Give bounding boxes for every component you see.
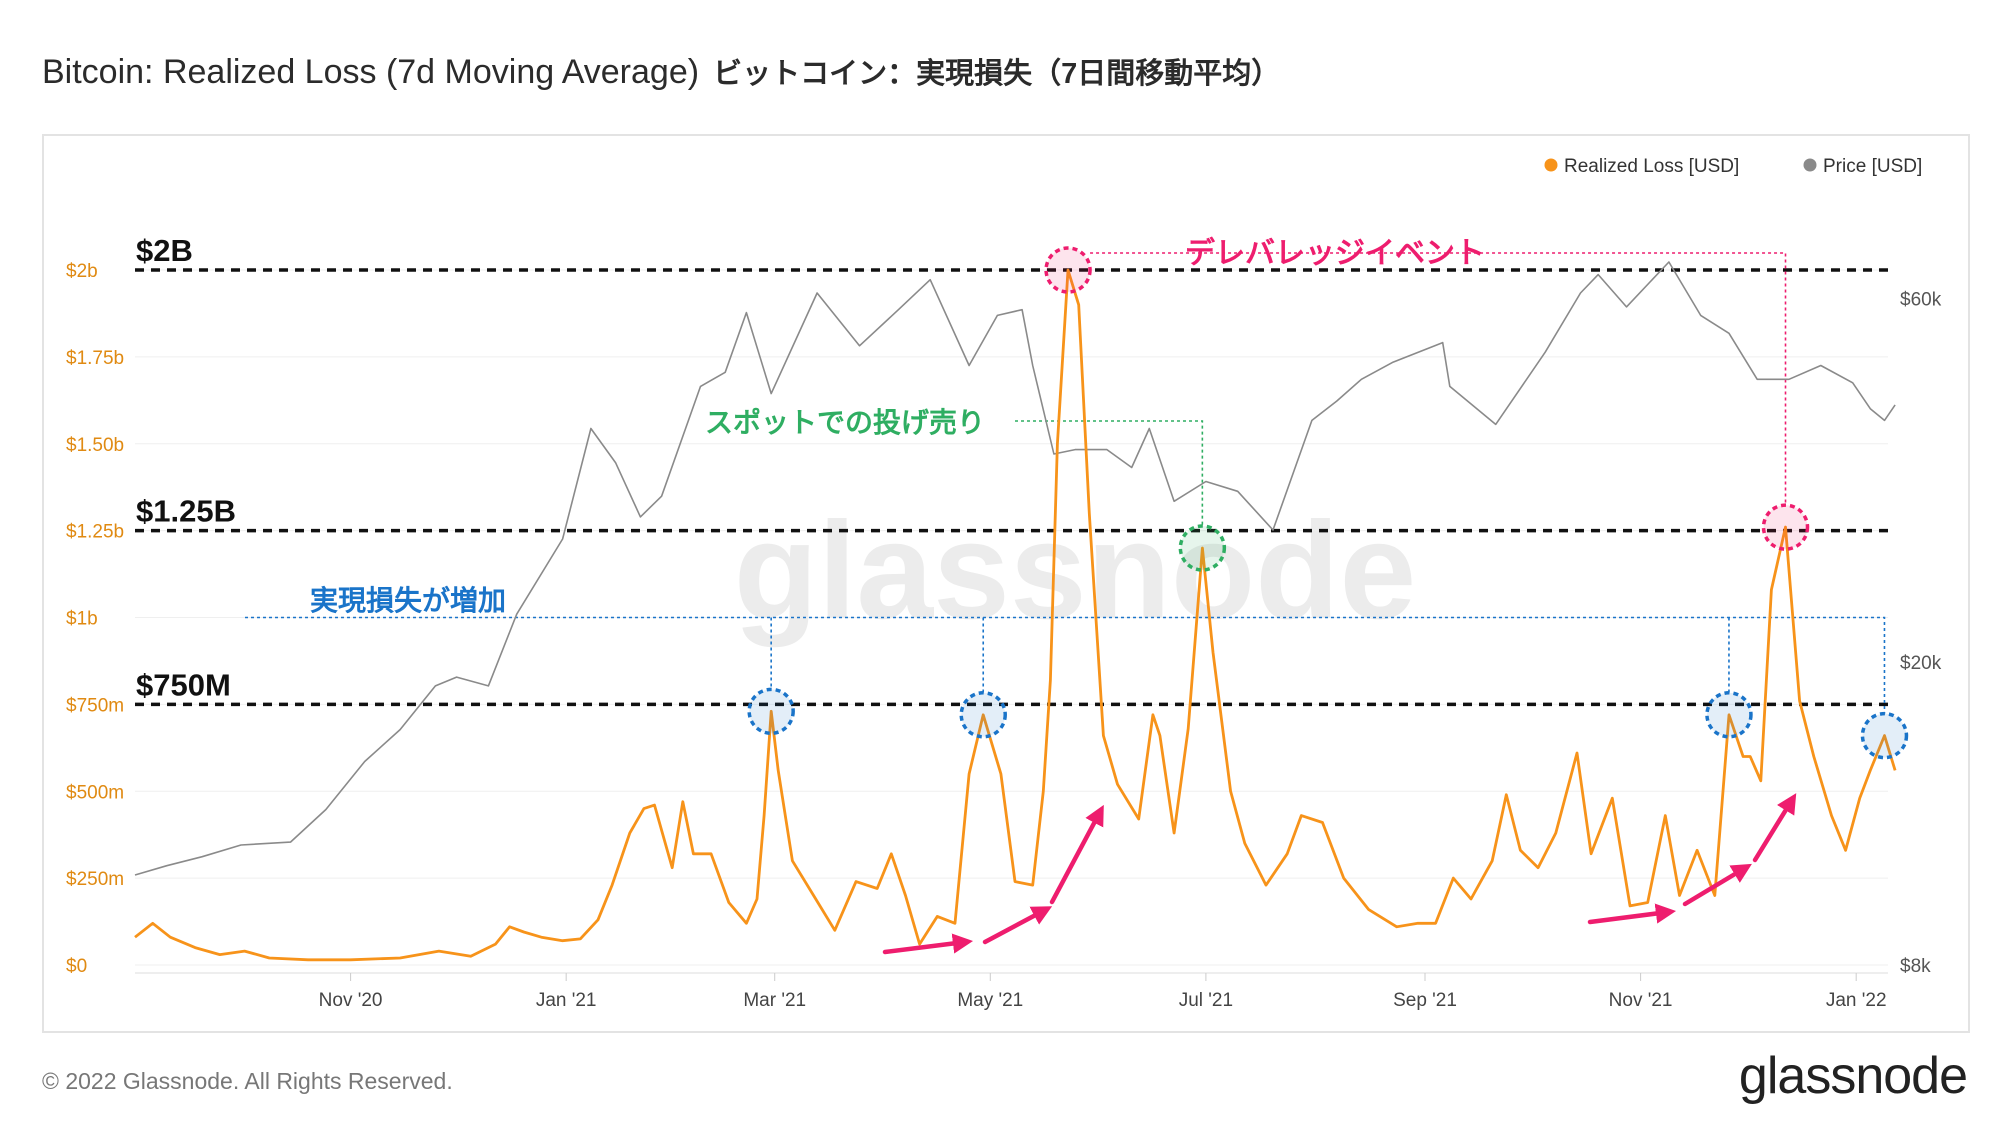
x-tick-label: Mar '21 xyxy=(743,990,806,1011)
highlight-circle xyxy=(1044,246,1092,294)
y-left-tick-label: $1.25b xyxy=(66,522,124,543)
y-axis-left: $0 $250m $500m $750m $1b $1.25b $1.50b $1.75b $2… xyxy=(66,261,124,977)
highlight-circle xyxy=(959,691,1007,739)
note-increase: 実現損失が増加 xyxy=(310,584,506,617)
highlight-circle xyxy=(1761,503,1810,551)
y-left-tick-label: $500m xyxy=(66,782,124,803)
realized-loss-series-line xyxy=(134,268,1897,962)
annotation-connectors xyxy=(245,252,1886,714)
level-label: $2B xyxy=(136,233,193,268)
highlight-circle xyxy=(1178,524,1227,572)
legend-swatch-price xyxy=(1803,158,1817,172)
x-tick-label: Sep '21 xyxy=(1393,990,1457,1011)
x-tick-label: Nov '21 xyxy=(1609,990,1673,1011)
y-left-tick-label: $1.50b xyxy=(66,435,124,456)
y-left-tick-label: $250m xyxy=(66,869,124,890)
level-label: $1.25B xyxy=(136,494,236,529)
legend-swatch-loss xyxy=(1544,158,1558,172)
y-left-tick-label: $2b xyxy=(66,261,98,282)
y-right-tick-label: $60k xyxy=(1900,289,1942,310)
connector-spot xyxy=(1015,420,1204,526)
y-left-tick-label: $1b xyxy=(66,609,98,630)
x-axis: Nov '20 Jan '21 Mar '21 May '21 Jul '21 Sep '… xyxy=(319,973,1887,1011)
brand-logo: glassnode xyxy=(1738,1047,1968,1105)
trend-arrow xyxy=(982,906,1053,945)
y-axis-right: $8k $20k $60k xyxy=(1900,289,1942,977)
x-tick-label: Nov '20 xyxy=(319,990,383,1011)
title-jp: ビットコイン：実現損失（7日間移動平均） xyxy=(713,58,1281,90)
legend-label-price[interactable]: Price [USD] xyxy=(1823,156,1922,177)
note-spot: スポットでの投げ売り xyxy=(705,406,985,439)
copyright: © 2022 Glassnode. All Rights Reserved. xyxy=(42,1068,453,1094)
y-right-tick-label: $20k xyxy=(1900,653,1942,674)
y-left-tick-label: $750m xyxy=(66,695,124,716)
level-label: $750M xyxy=(136,667,231,702)
highlight-circle xyxy=(1860,711,1909,760)
trend-arrow xyxy=(1049,804,1104,905)
title-en: Bitcoin: Realized Loss (7d Moving Averag… xyxy=(42,53,700,91)
trend-arrow xyxy=(1587,903,1677,925)
x-tick-label: Jan '21 xyxy=(536,990,597,1011)
connector-increase xyxy=(245,616,1886,714)
legend-label-loss[interactable]: Realized Loss [USD] xyxy=(1564,156,1739,177)
watermark: glassnode xyxy=(734,494,1417,648)
highlight-circle xyxy=(1705,691,1753,739)
y-right-tick-label: $8k xyxy=(1900,956,1931,977)
x-tick-label: Jul '21 xyxy=(1179,990,1233,1011)
y-left-tick-label: $1.75b xyxy=(66,348,124,369)
highlight-circle xyxy=(747,687,795,736)
y-left-tick-label: $0 xyxy=(66,956,87,977)
level-lines: $2B $1.25B $750M xyxy=(135,233,1888,707)
trend-arrow xyxy=(1752,793,1797,863)
annotation-circles xyxy=(747,246,1909,760)
legend[interactable]: Realized Loss [USD] Price [USD] xyxy=(1544,156,1923,177)
trend-arrow xyxy=(1682,863,1752,907)
trend-arrow xyxy=(882,933,974,955)
trend-arrows xyxy=(882,793,1797,955)
price-series-line xyxy=(134,261,1896,876)
x-tick-label: Jan '22 xyxy=(1826,990,1887,1011)
series-layer xyxy=(134,261,1897,962)
note-deleveraging: デレバレッジイベント xyxy=(1185,236,1485,271)
chart-title: Bitcoin: Realized Loss (7d Moving Averag… xyxy=(42,50,1280,92)
x-tick-label: May '21 xyxy=(957,990,1023,1011)
